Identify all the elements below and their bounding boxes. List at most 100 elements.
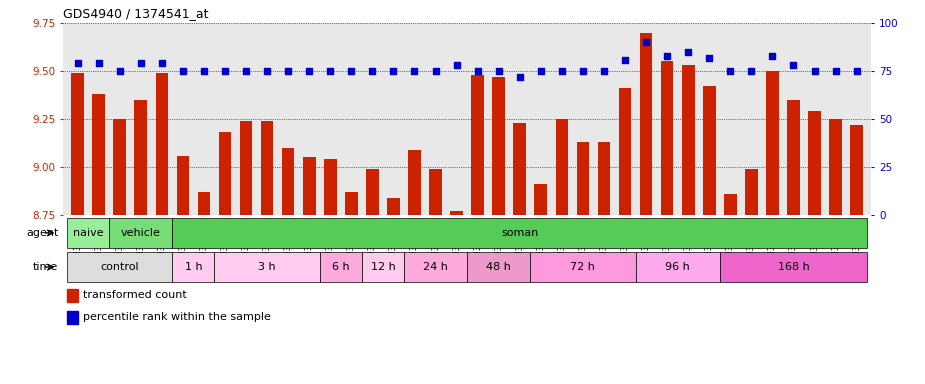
Bar — [787, 100, 800, 215]
FancyBboxPatch shape — [172, 218, 867, 248]
Text: naive: naive — [73, 228, 104, 238]
Bar — [261, 121, 274, 215]
FancyBboxPatch shape — [720, 252, 867, 282]
Bar — [513, 123, 526, 215]
Point — [808, 68, 822, 74]
Bar — [67, 289, 79, 301]
Text: 72 h: 72 h — [571, 262, 596, 272]
Text: 48 h: 48 h — [487, 262, 512, 272]
Point — [786, 62, 801, 68]
Bar — [429, 169, 442, 215]
Bar — [114, 119, 126, 215]
Bar — [703, 86, 716, 215]
Point — [260, 68, 275, 74]
FancyBboxPatch shape — [172, 252, 215, 282]
Bar — [808, 111, 820, 215]
Point — [323, 68, 338, 74]
Bar — [240, 121, 253, 215]
FancyBboxPatch shape — [467, 252, 530, 282]
FancyBboxPatch shape — [362, 252, 404, 282]
Text: agent: agent — [26, 228, 58, 238]
Bar — [155, 73, 168, 215]
Text: 3 h: 3 h — [258, 262, 276, 272]
Point — [554, 68, 569, 74]
FancyBboxPatch shape — [530, 252, 635, 282]
Point — [828, 68, 843, 74]
Point — [133, 60, 148, 66]
Bar — [67, 311, 79, 324]
Bar — [345, 192, 358, 215]
Bar — [388, 198, 400, 215]
Point — [470, 68, 485, 74]
Bar — [198, 192, 210, 215]
Text: transformed count: transformed count — [83, 290, 187, 300]
Bar — [724, 194, 736, 215]
Bar — [408, 150, 421, 215]
Bar — [745, 169, 758, 215]
FancyBboxPatch shape — [215, 252, 320, 282]
Point — [723, 68, 738, 74]
Point — [239, 68, 253, 74]
Bar — [218, 132, 231, 215]
Text: 12 h: 12 h — [371, 262, 395, 272]
Bar — [576, 142, 589, 215]
Text: 168 h: 168 h — [778, 262, 809, 272]
Point — [428, 68, 443, 74]
Text: 24 h: 24 h — [423, 262, 448, 272]
Point — [196, 68, 211, 74]
Point — [344, 68, 359, 74]
Point — [597, 68, 611, 74]
Text: soman: soman — [501, 228, 538, 238]
Point — [217, 68, 232, 74]
Bar — [282, 148, 294, 215]
Point — [638, 39, 653, 45]
Text: time: time — [33, 262, 58, 272]
Bar — [598, 142, 611, 215]
Text: control: control — [101, 262, 139, 272]
Bar — [366, 169, 378, 215]
Point — [365, 68, 380, 74]
Point — [112, 68, 127, 74]
Point — [512, 74, 527, 80]
Bar — [535, 184, 547, 215]
Bar — [324, 159, 337, 215]
Bar — [92, 94, 105, 215]
Text: 96 h: 96 h — [665, 262, 690, 272]
Text: GDS4940 / 1374541_at: GDS4940 / 1374541_at — [63, 7, 208, 20]
Point — [744, 68, 758, 74]
Bar — [177, 156, 190, 215]
Point — [491, 68, 506, 74]
Point — [176, 68, 191, 74]
Point — [386, 68, 401, 74]
Bar — [640, 33, 652, 215]
Bar — [556, 119, 568, 215]
FancyBboxPatch shape — [404, 252, 467, 282]
Bar — [450, 211, 462, 215]
Point — [618, 56, 633, 63]
Point — [660, 53, 674, 59]
FancyBboxPatch shape — [68, 218, 109, 248]
Bar — [766, 71, 779, 215]
Point — [407, 68, 422, 74]
Point — [702, 55, 717, 61]
Point — [575, 68, 590, 74]
Text: 6 h: 6 h — [332, 262, 350, 272]
Point — [302, 68, 316, 74]
FancyBboxPatch shape — [68, 252, 172, 282]
Text: 1 h: 1 h — [185, 262, 203, 272]
Point — [681, 49, 696, 55]
Bar — [829, 119, 842, 215]
Bar — [71, 73, 84, 215]
FancyBboxPatch shape — [635, 252, 720, 282]
Point — [154, 60, 169, 66]
Point — [450, 62, 464, 68]
Bar — [850, 125, 863, 215]
Point — [92, 60, 106, 66]
Point — [70, 60, 85, 66]
Point — [849, 68, 864, 74]
Bar — [134, 100, 147, 215]
Text: percentile rank within the sample: percentile rank within the sample — [83, 312, 271, 322]
Bar — [619, 88, 632, 215]
Bar — [660, 61, 673, 215]
Bar — [302, 157, 315, 215]
